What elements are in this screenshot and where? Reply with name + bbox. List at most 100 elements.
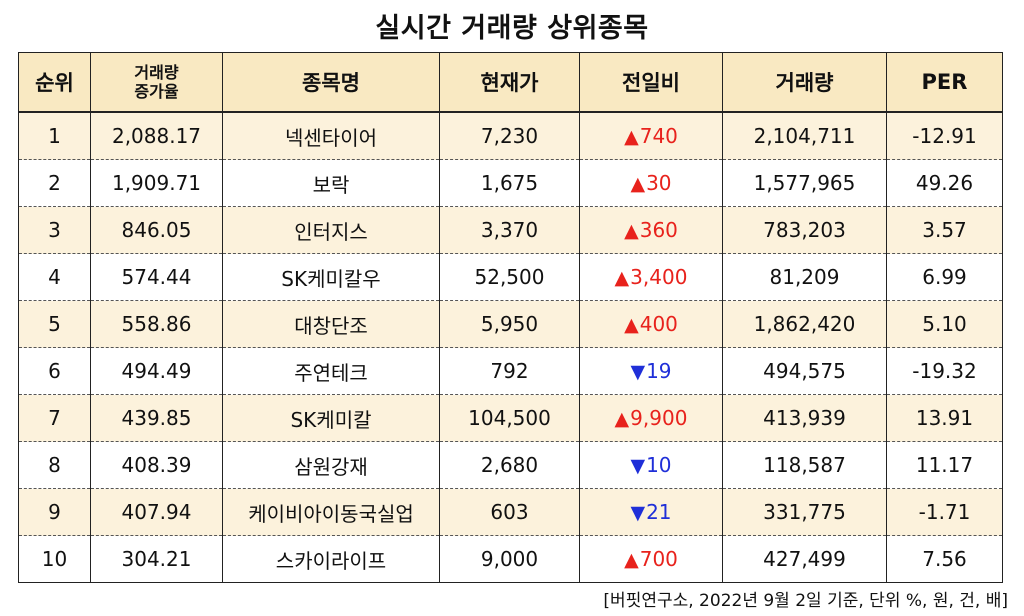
- cell-rank: 2: [18, 159, 91, 207]
- cell-rank: 10: [18, 535, 91, 583]
- cell-current-price: 1,675: [439, 159, 580, 207]
- cell-stock-name: SK케미칼우: [222, 253, 440, 301]
- cell-rank: 8: [18, 441, 91, 489]
- change-value: 360: [639, 218, 678, 242]
- table-row: 6 494.49 주연테크 792 ▼19 494,575 -19.32: [18, 347, 1003, 395]
- cell-change: ▲30: [579, 159, 723, 207]
- cell-change: ▲9,900: [579, 394, 723, 442]
- cell-stock-name: 대창단조: [222, 300, 440, 348]
- cell-per: -1.71: [886, 488, 1003, 536]
- table-row: 4 574.44 SK케미칼우 52,500 ▲3,400 81,209 6.99: [18, 253, 1003, 301]
- cell-per: 3.57: [886, 206, 1003, 254]
- table-row: 1 2,088.17 넥센타이어 7,230 ▲740 2,104,711 -12.91: [18, 112, 1003, 160]
- triangle-down-icon: ▼: [630, 502, 646, 524]
- volume-ranking-table: 순위 거래량 증가율 종목명 현재가 전일비 거래량 PER 1 2,088.17…: [18, 52, 1003, 583]
- cell-volume: 413,939: [722, 394, 887, 442]
- cell-volume-increase: 304.21: [90, 535, 223, 583]
- cell-volume-increase: 574.44: [90, 253, 223, 301]
- triangle-up-icon: ▲: [624, 126, 639, 148]
- cell-current-price: 603: [439, 488, 580, 536]
- cell-stock-name: 넥센타이어: [222, 112, 440, 160]
- triangle-up-icon: ▲: [614, 408, 630, 430]
- cell-stock-name: SK케미칼: [222, 394, 440, 442]
- cell-volume-increase: 846.05: [90, 206, 223, 254]
- cell-per: 6.99: [886, 253, 1003, 301]
- cell-stock-name: 주연테크: [222, 347, 440, 395]
- header-volume-increase-line1: 거래량: [134, 63, 179, 82]
- cell-stock-name: 스카이라이프: [222, 535, 440, 583]
- cell-volume-increase: 1,909.71: [90, 159, 223, 207]
- cell-change: ▼10: [579, 441, 723, 489]
- triangle-up-icon: ▲: [624, 549, 639, 571]
- cell-change: ▲400: [579, 300, 723, 348]
- triangle-up-icon: ▲: [624, 314, 639, 336]
- cell-per: 13.91: [886, 394, 1003, 442]
- change-value: 21: [646, 500, 672, 524]
- change-value: 10: [646, 453, 672, 477]
- header-volume-increase-line2: 증가율: [134, 82, 179, 101]
- table-row: 2 1,909.71 보락 1,675 ▲30 1,577,965 49.26: [18, 159, 1003, 207]
- cell-rank: 7: [18, 394, 91, 442]
- table-row: 3 846.05 인터지스 3,370 ▲360 783,203 3.57: [18, 206, 1003, 254]
- cell-volume: 331,775: [722, 488, 887, 536]
- cell-per: -12.91: [886, 112, 1003, 160]
- cell-change: ▲740: [579, 112, 723, 160]
- header-stock-name: 종목명: [222, 52, 440, 113]
- source-note: [버핏연구소, 2022년 9월 2일 기준, 단위 %, 원, 건, 배]: [603, 591, 1008, 611]
- table-row: 9 407.94 케이비아이동국실업 603 ▼21 331,775 -1.71: [18, 488, 1003, 536]
- table-body: 1 2,088.17 넥센타이어 7,230 ▲740 2,104,711 -12.91 2 1…: [18, 112, 1003, 583]
- header-change: 전일비: [579, 52, 723, 113]
- cell-volume: 783,203: [722, 206, 887, 254]
- cell-current-price: 104,500: [439, 394, 580, 442]
- cell-current-price: 5,950: [439, 300, 580, 348]
- cell-rank: 1: [18, 112, 91, 160]
- cell-per: 11.17: [886, 441, 1003, 489]
- cell-rank: 9: [18, 488, 91, 536]
- cell-current-price: 2,680: [439, 441, 580, 489]
- header-current-price: 현재가: [439, 52, 580, 113]
- cell-stock-name: 삼원강재: [222, 441, 440, 489]
- triangle-down-icon: ▼: [630, 361, 646, 383]
- change-value: 700: [639, 547, 678, 571]
- triangle-down-icon: ▼: [630, 455, 646, 477]
- cell-current-price: 9,000: [439, 535, 580, 583]
- table-row: 8 408.39 삼원강재 2,680 ▼10 118,587 11.17: [18, 441, 1003, 489]
- table-row: 7 439.85 SK케미칼 104,500 ▲9,900 413,939 13.91: [18, 394, 1003, 442]
- cell-volume: 118,587: [722, 441, 887, 489]
- cell-volume-increase: 558.86: [90, 300, 223, 348]
- change-value: 3,400: [630, 265, 688, 289]
- change-value: 30: [646, 171, 672, 195]
- cell-volume: 1,577,965: [722, 159, 887, 207]
- cell-volume-increase: 2,088.17: [90, 112, 223, 160]
- change-value: 740: [639, 124, 678, 148]
- cell-change: ▼21: [579, 488, 723, 536]
- cell-volume: 494,575: [722, 347, 887, 395]
- cell-current-price: 792: [439, 347, 580, 395]
- triangle-up-icon: ▲: [630, 173, 646, 195]
- page-title: 실시간 거래량 상위종목: [375, 13, 649, 44]
- cell-stock-name: 인터지스: [222, 206, 440, 254]
- cell-current-price: 3,370: [439, 206, 580, 254]
- cell-volume-increase: 408.39: [90, 441, 223, 489]
- table-row: 5 558.86 대창단조 5,950 ▲400 1,862,420 5.10: [18, 300, 1003, 348]
- table-header-row: 순위 거래량 증가율 종목명 현재가 전일비 거래량 PER: [18, 52, 1003, 113]
- cell-rank: 4: [18, 253, 91, 301]
- triangle-up-icon: ▲: [614, 267, 630, 289]
- cell-stock-name: 케이비아이동국실업: [222, 488, 440, 536]
- cell-current-price: 7,230: [439, 112, 580, 160]
- cell-per: -19.32: [886, 347, 1003, 395]
- header-rank: 순위: [18, 52, 91, 113]
- cell-per: 49.26: [886, 159, 1003, 207]
- cell-volume: 2,104,711: [722, 112, 887, 160]
- header-volume: 거래량: [722, 52, 887, 113]
- cell-volume: 427,499: [722, 535, 887, 583]
- cell-per: 5.10: [886, 300, 1003, 348]
- cell-volume-increase: 439.85: [90, 394, 223, 442]
- header-volume-increase: 거래량 증가율: [90, 52, 223, 113]
- triangle-up-icon: ▲: [624, 220, 639, 242]
- change-value: 19: [646, 359, 672, 383]
- cell-change: ▲360: [579, 206, 723, 254]
- cell-change: ▲3,400: [579, 253, 723, 301]
- cell-volume-increase: 494.49: [90, 347, 223, 395]
- header-per: PER: [886, 52, 1003, 113]
